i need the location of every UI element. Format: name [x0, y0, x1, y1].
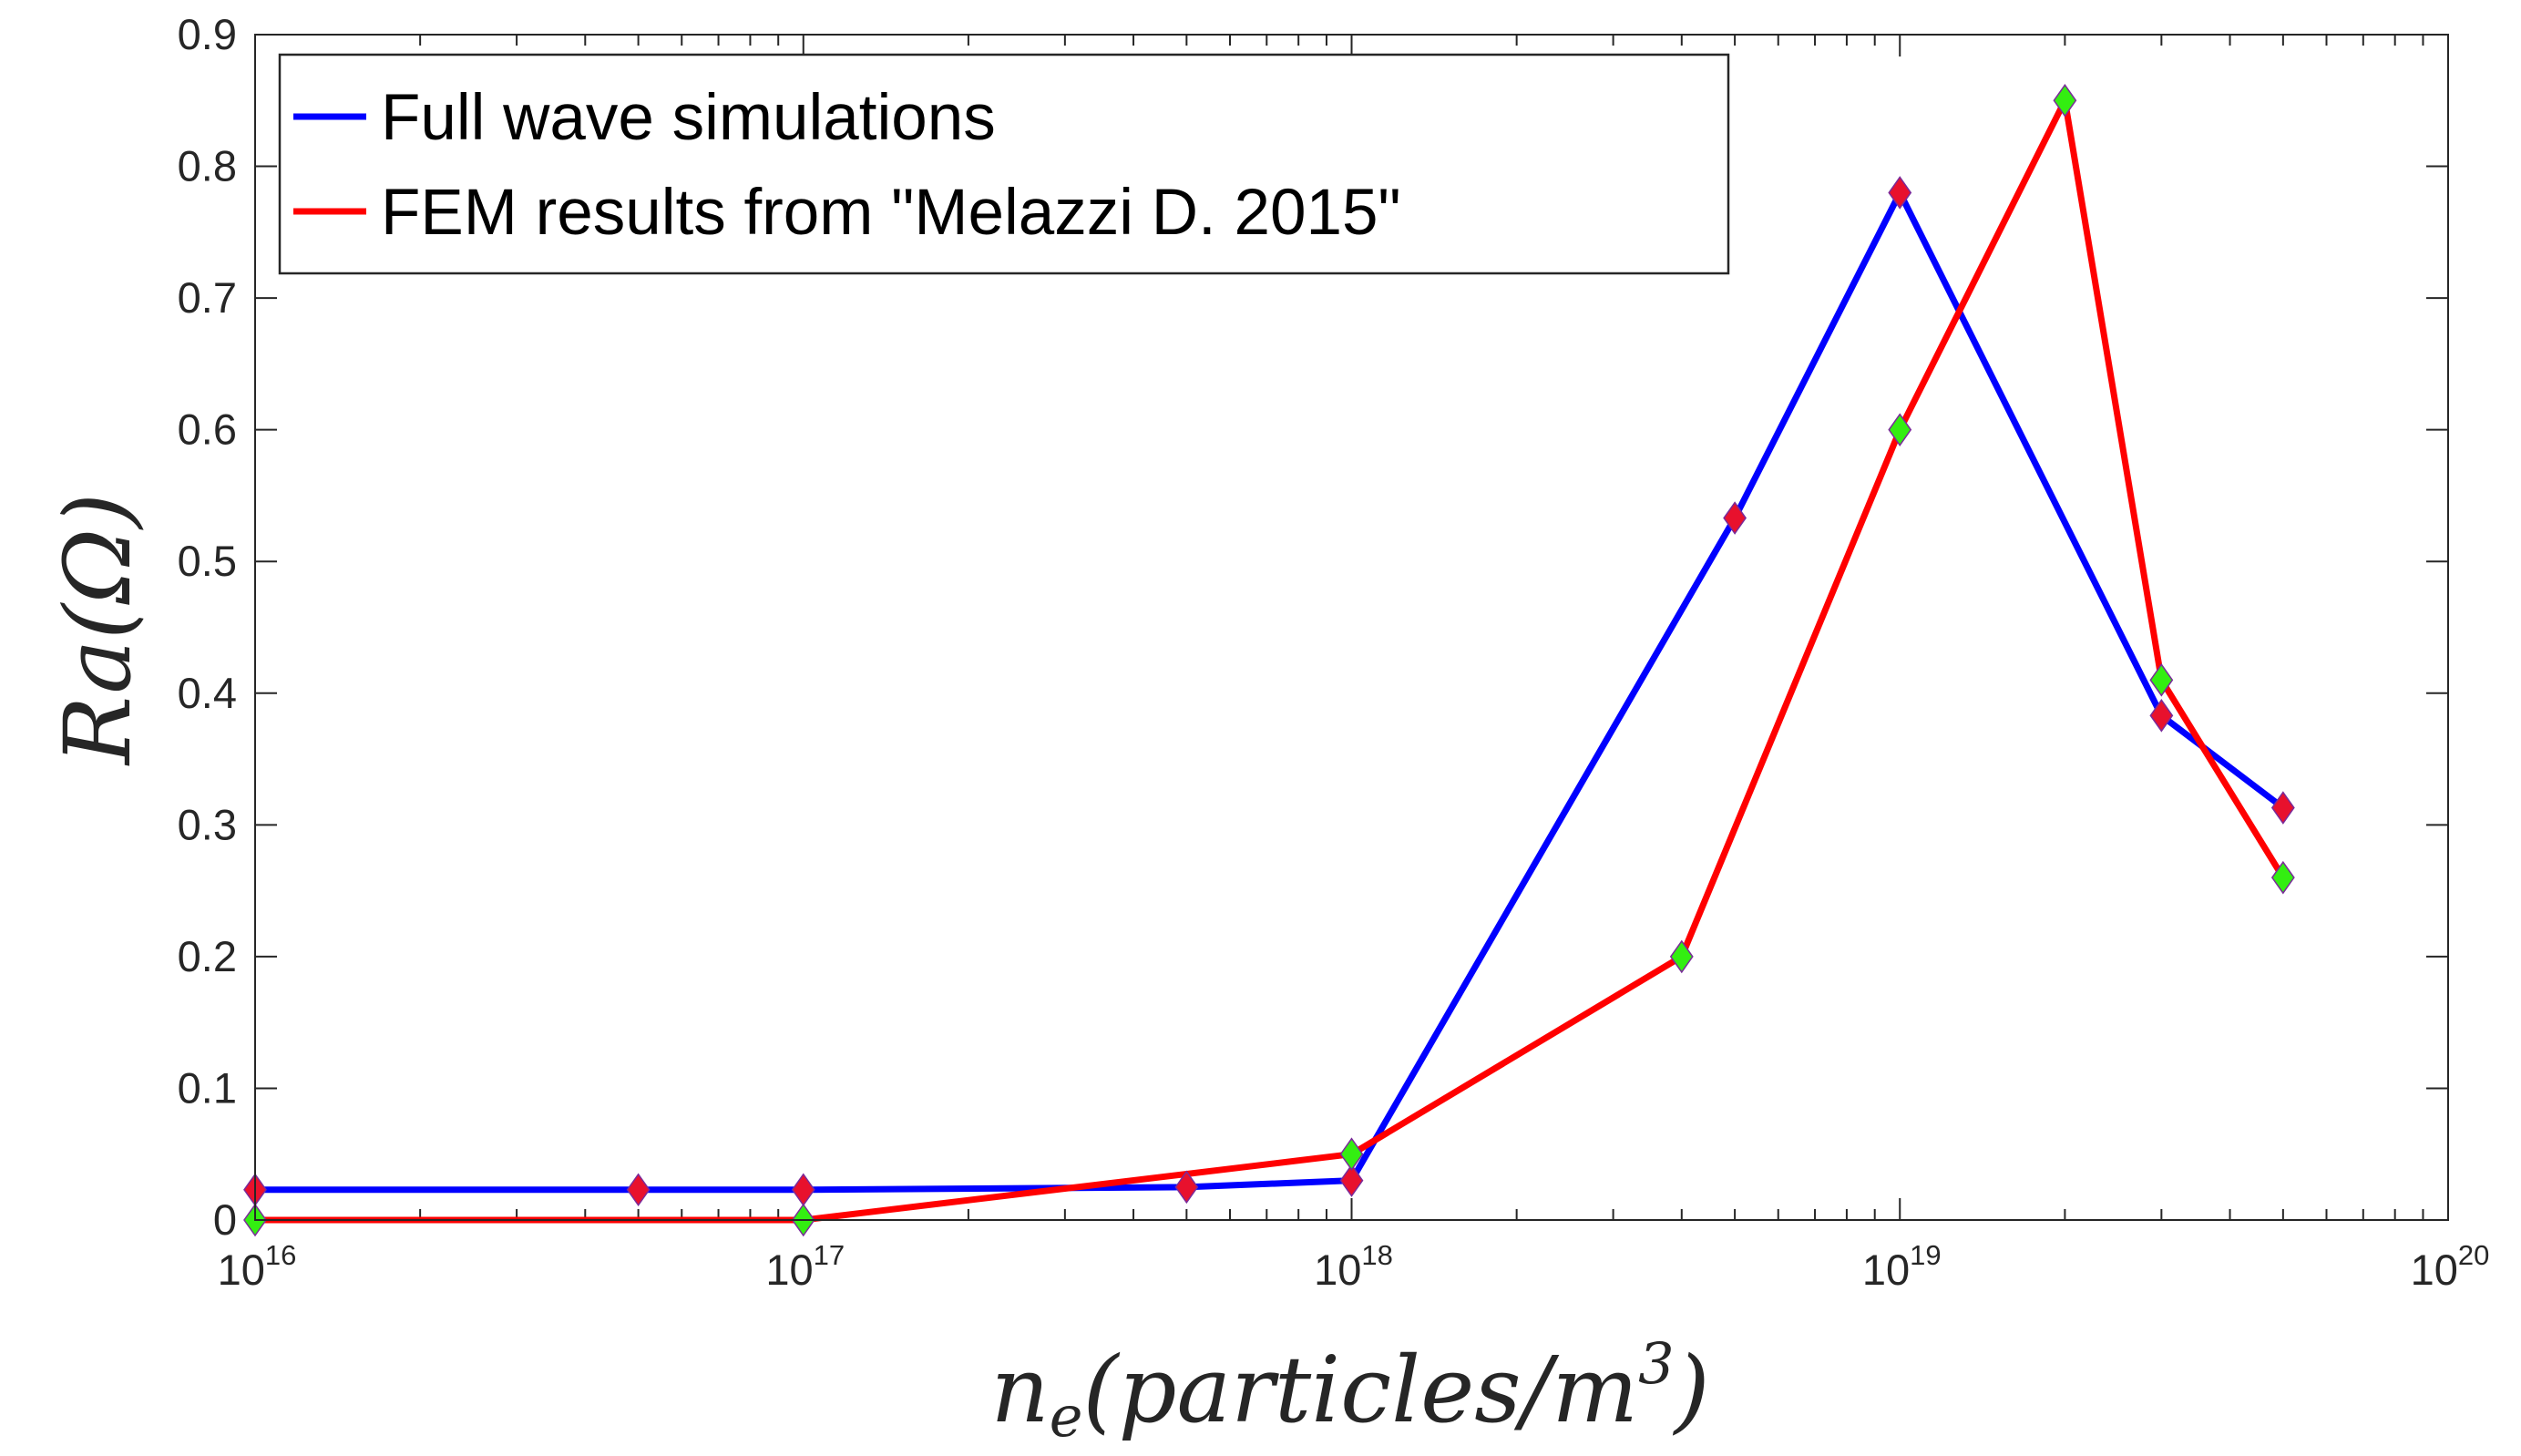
x-axis-title-mid: (particles/m [1083, 1337, 1639, 1443]
y-tick-label-9: 0.9 [178, 10, 237, 58]
series-0-marker-8 [2270, 791, 2295, 825]
y-tick-label-5: 0.5 [178, 537, 237, 585]
x-tick-label-4: 1020 [2411, 1239, 2490, 1294]
x-tick-label-exp-0: 16 [265, 1239, 296, 1271]
y-axis-ticks: 0 0.1 0.2 0.3 0.4 0.5 0.6 0.7 0.8 0.9 [178, 10, 2448, 1244]
y-tick-label-6: 0.6 [178, 405, 237, 454]
series-1-marker-5 [2053, 83, 2077, 118]
y-tick-label-8: 0.8 [178, 142, 237, 190]
series-1-marker-7 [2270, 860, 2295, 895]
series-1-marker-6 [2149, 663, 2174, 697]
x-axis-title: ne(particles/m3) [990, 1330, 1709, 1450]
series-line-1 [255, 97, 2286, 1224]
x-axis-title-sup: 3 [1638, 1330, 1674, 1397]
series-1-marker-4 [1888, 413, 1912, 446]
x-tick-label-exp-4: 20 [2458, 1239, 2489, 1271]
y-tick-label-7: 0.7 [178, 273, 237, 322]
x-tick-label-0: 1016 [218, 1239, 297, 1294]
x-axis-title-base: n [990, 1337, 1049, 1443]
x-tick-label-base-2: 10 [1314, 1246, 1361, 1294]
series-markers [243, 83, 2295, 1237]
series-0-marker-5 [1723, 501, 1747, 535]
plot-frame [254, 34, 2449, 1221]
x-tick-label-base-0: 10 [218, 1246, 265, 1294]
series-0-marker-6 [1888, 176, 1912, 210]
legend-box [278, 53, 1730, 275]
series-1-marker-3 [1669, 939, 1694, 974]
x-axis-title-end: ) [1673, 1337, 1710, 1443]
y-tick-label-1: 0.1 [178, 1063, 237, 1112]
x-axis-title-sub: e [1050, 1383, 1083, 1450]
x-tick-label-base-3: 10 [1862, 1246, 1910, 1294]
x-tick-label-exp-2: 18 [1361, 1239, 1392, 1271]
legend-label-full-wave: Full wave simulations [381, 82, 996, 154]
x-tick-label-1: 1017 [765, 1239, 845, 1294]
y-tick-label-3: 0.3 [178, 800, 237, 848]
y-tick-label-0: 0 [213, 1195, 237, 1244]
x-tick-label-exp-1: 17 [814, 1239, 845, 1271]
y-axis-title: Ra(Ω) [45, 493, 151, 766]
y-tick-label-2: 0.2 [178, 932, 237, 980]
x-tick-label-base-1: 10 [765, 1246, 813, 1294]
x-tick-label-2: 1018 [1314, 1239, 1393, 1294]
legend-label-fem: FEM results from "Melazzi D. 2015" [381, 177, 1401, 249]
series-1-marker-2 [1339, 1137, 1364, 1172]
series-0-marker-4 [1339, 1164, 1364, 1197]
y-tick-label-4: 0.4 [178, 669, 237, 717]
series-0-marker-7 [2149, 699, 2174, 733]
legend: Full wave simulations FEM results from "… [278, 53, 1730, 275]
x-tick-label-base-4: 10 [2411, 1246, 2458, 1294]
x-tick-label-3: 1019 [1862, 1239, 1942, 1294]
x-tick-label-exp-3: 19 [1910, 1239, 1941, 1271]
series-0-marker-3 [1174, 1170, 1199, 1205]
x-axis-ticks: 1016 1017 1018 1019 1020 [218, 35, 2490, 1294]
series-0-marker-1 [626, 1173, 651, 1207]
